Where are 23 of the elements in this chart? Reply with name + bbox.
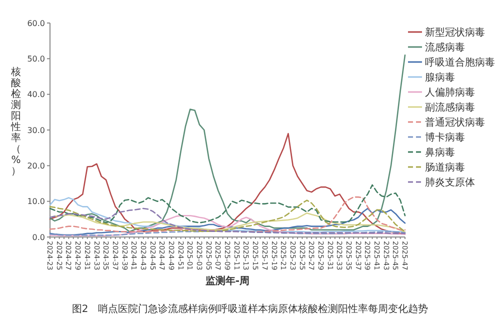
legend-label: 博卡病毒: [425, 132, 465, 144]
legend-label: 肺炎支原体: [425, 176, 475, 188]
x-axis-title: 监测年-周: [205, 275, 250, 287]
legend-label: 流感病毒: [425, 42, 465, 54]
line-series: [49, 54, 406, 232]
y-tick-label: 60.0: [27, 18, 45, 28]
legend-label: 新型冠状病毒: [425, 26, 485, 38]
y-tick-label: 0.0: [32, 232, 45, 242]
y-tick-label: 20.0: [27, 161, 45, 170]
y-tick-label: 30.0: [27, 126, 45, 135]
y-tick-label: 50.0: [27, 54, 45, 64]
legend-label: 呼吸道合胞病毒: [425, 56, 495, 68]
text: 核酸检测阳性率（%）: [11, 67, 21, 177]
legend-label: 普通冠状病毒: [425, 116, 485, 128]
legend-label: 鼻病毒: [425, 146, 455, 158]
legend-label: 副流感病毒: [425, 102, 475, 114]
legend-label: 人偏肺病毒: [425, 86, 475, 98]
text: 图2 哨点医院门急诊流感样病例呼吸道样本病原体核酸检测阳性率每周变化趋势: [72, 303, 428, 315]
line-series: [49, 184, 406, 224]
legend-label: 腺病毒: [425, 72, 455, 84]
y-tick-label: 40.0: [27, 90, 45, 100]
legend-label: 肠道病毒: [425, 162, 465, 174]
y-tick-label: 10.0: [27, 197, 45, 206]
